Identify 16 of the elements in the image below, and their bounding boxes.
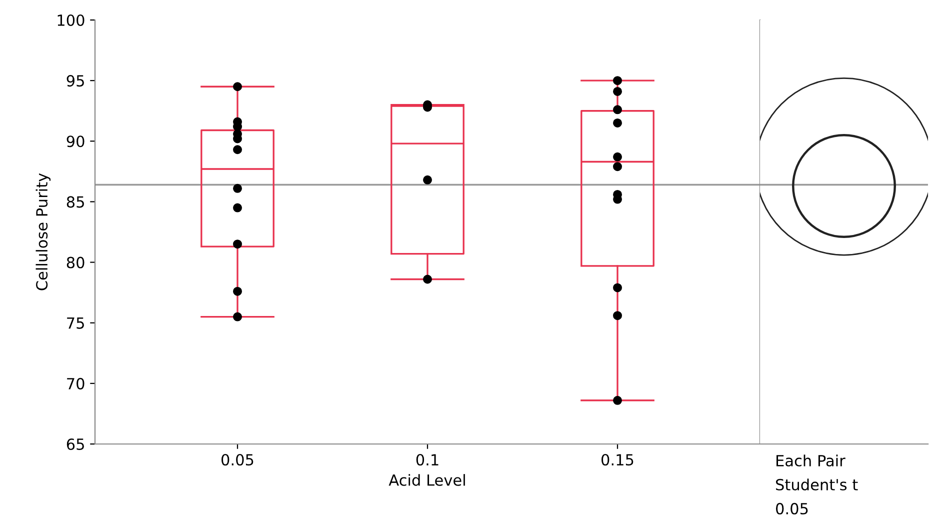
y-tick-label: 90 [66,136,84,148]
x-tick-label: 0.1 [416,454,438,466]
x-axis-title: Acid Level [388,474,465,486]
y-tick-label: 75 [67,318,84,329]
y-tick-label: 85 [66,196,84,208]
y-tick-label: 95 [66,75,84,87]
y-tick-label: 65 [66,438,84,450]
text: Each Pair [776,454,846,466]
y-tick-label: 70 [67,378,84,390]
text: Student's t [776,478,858,490]
y-tick-label: 80 [66,256,84,268]
text: 0.05 [776,502,808,514]
x-tick-label: 0.05 [222,454,254,466]
x-tick-label: 0.15 [602,454,634,466]
y-axis-title: Cellulose Purity [36,173,51,290]
y-tick-label: 100 [58,14,84,26]
